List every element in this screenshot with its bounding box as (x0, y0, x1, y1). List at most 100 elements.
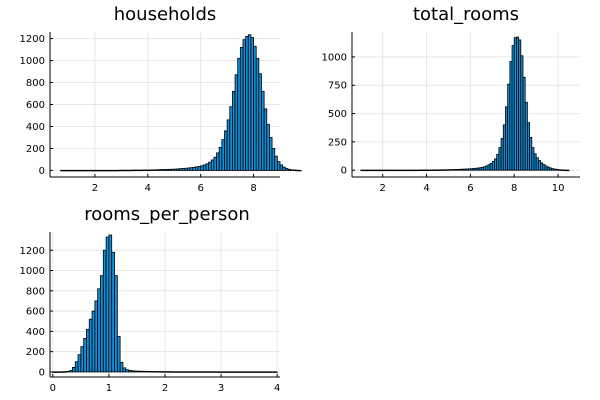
x-tick-label: 2 (92, 183, 98, 194)
x-tick-label: 6 (198, 183, 204, 194)
y-tick-label: 1000 (20, 56, 45, 67)
histogram-bar (257, 371, 261, 373)
histogram-bar (77, 354, 82, 373)
x-tick-label: 3 (218, 383, 224, 394)
y-tick-label: 1000 (20, 266, 45, 277)
histogram-bar (55, 371, 59, 373)
histogram-bar (69, 370, 73, 373)
chart-0: households 2 4 6 8 0 200 400 600 800 1000 1200 (20, 4, 302, 194)
histogram-bar (251, 371, 256, 373)
histogram-bar (187, 371, 191, 373)
histogram-bar (105, 236, 110, 373)
histogram-bar (184, 371, 188, 373)
histogram-bar (215, 371, 219, 373)
histogram-bar (130, 370, 135, 373)
histogram-bar (116, 336, 121, 373)
histogram-bar (167, 371, 172, 373)
histogram-bar (158, 371, 163, 373)
y-tick-label: 800 (26, 78, 45, 89)
x-tick-label: 4 (423, 183, 429, 194)
y-tick-label: 500 (328, 109, 347, 120)
y-tick-label: 400 (26, 327, 45, 338)
histogram-bar (122, 367, 127, 373)
histogram-bar (237, 371, 242, 373)
y-tick-label: 800 (26, 286, 45, 297)
y-tick-label: 750 (328, 81, 347, 92)
y-tick-label: 0 (39, 367, 45, 378)
histogram-bar (259, 371, 264, 373)
x-tick-label: 4 (145, 183, 151, 194)
histogram-bar (72, 366, 76, 373)
histogram-bar (240, 371, 244, 373)
histogram-bar (66, 370, 71, 373)
histogram-bar (156, 371, 160, 373)
x-tick-label: 2 (380, 183, 386, 194)
histogram-bar (108, 234, 113, 373)
y-tick-label: 0 (39, 166, 45, 177)
histogram-bar (566, 169, 570, 172)
y-tick-label: 200 (26, 347, 45, 358)
histogram-bar (192, 371, 197, 373)
histogram-bar (195, 371, 200, 373)
histogram-bar (265, 371, 270, 373)
histogram-bar (248, 371, 253, 373)
x-tick-label: 8 (250, 183, 256, 194)
histogram-bar (201, 371, 205, 373)
histogram-bar (181, 371, 186, 373)
y-tick-label: 1200 (20, 34, 45, 45)
histogram-bar (52, 371, 57, 373)
histogram-bar (150, 371, 155, 373)
histogram-bar (189, 371, 194, 373)
histogram-bar (231, 371, 236, 373)
histogram-bar (58, 371, 62, 373)
histogram-bar (206, 371, 211, 373)
x-tick-label: 2 (162, 383, 168, 394)
histogram-bar (243, 371, 247, 373)
histogram-bar (102, 249, 107, 373)
histogram-bar (60, 371, 65, 373)
histogram-bar (234, 371, 239, 373)
histogram-bar (94, 300, 99, 373)
x-tick-label: 8 (511, 183, 517, 194)
x-tick-label: 4 (274, 383, 280, 394)
x-tick-label: 10 (552, 183, 565, 194)
histogram-bar (63, 371, 68, 373)
histogram-bar (147, 371, 152, 373)
histogram-bar (144, 370, 149, 373)
histogram-bar (164, 371, 169, 373)
chart-title: total_rooms (413, 4, 519, 25)
histogram-bar (175, 371, 180, 373)
histogram-bar (139, 370, 143, 373)
histogram-bar (173, 371, 177, 373)
y-tick-label: 1200 (20, 246, 45, 257)
histogram-bar (80, 346, 85, 373)
histogram-bar (88, 318, 93, 373)
histogram-bar (170, 371, 174, 373)
histogram-bar (223, 371, 228, 373)
histogram-bar (83, 338, 87, 373)
histogram-bar (86, 328, 90, 373)
histogram-bar (220, 371, 225, 373)
histogram-bar (161, 371, 166, 373)
x-tick-label: 0 (50, 383, 56, 394)
x-tick-label: 6 (467, 183, 473, 194)
histogram-bar (254, 371, 258, 373)
histogram-bar (125, 369, 129, 373)
histogram-bar (119, 361, 124, 373)
histogram-bar (209, 371, 214, 373)
histogram-bar (133, 370, 138, 373)
histogram-bar (229, 371, 233, 373)
histogram-bar (114, 275, 118, 373)
y-tick-label: 600 (26, 100, 45, 111)
chart-2: rooms_per_person 0 1 2 3 4 0 200 400 600 800 1000 12… (20, 204, 281, 394)
y-tick-label: 250 (328, 137, 347, 148)
y-tick-label: 1000 (322, 52, 347, 63)
chart-title: households (114, 4, 217, 25)
y-tick-label: 400 (26, 122, 45, 133)
histogram-bar (128, 370, 132, 373)
chart-title: rooms_per_person (84, 204, 250, 225)
histogram-bar (262, 371, 267, 373)
histogram-bar (100, 275, 104, 373)
chart-1: total_rooms 2 4 6 8 10 0 250 500 750 1000 (322, 4, 580, 194)
y-tick-label: 0 (341, 166, 347, 177)
